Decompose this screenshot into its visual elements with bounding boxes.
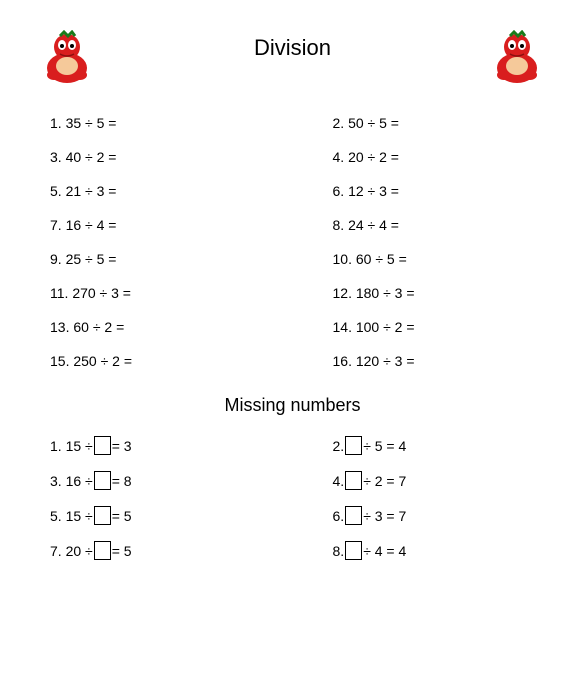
division-problems: 1. 35 ÷ 5 = 2. 50 ÷ 5 = 3. 40 ÷ 2 = 4. 20 ÷… [40, 115, 545, 369]
problem-suffix: = 5 [112, 543, 132, 559]
problem-prefix: 4. [333, 473, 345, 489]
page-title: Division [95, 35, 490, 61]
division-problem: 9. 25 ÷ 5 = [50, 251, 253, 267]
subtitle: Missing numbers [40, 395, 545, 416]
problem-suffix: ÷ 5 = 4 [363, 438, 406, 454]
problem-suffix: ÷ 3 = 7 [363, 508, 406, 524]
division-problem: 16. 120 ÷ 3 = [333, 353, 536, 369]
missing-number-problem: 2. ÷ 5 = 4 [333, 436, 536, 455]
division-problem: 7. 16 ÷ 4 = [50, 217, 253, 233]
mascot-right-icon [490, 30, 545, 85]
problem-prefix: 8. [333, 543, 345, 559]
answer-box[interactable] [345, 541, 362, 560]
mascot-left-icon [40, 30, 95, 85]
answer-box[interactable] [345, 436, 362, 455]
problem-prefix: 1. 15 ÷ [50, 438, 93, 454]
answer-box[interactable] [94, 436, 111, 455]
answer-box[interactable] [345, 506, 362, 525]
missing-number-problem: 4. ÷ 2 = 7 [333, 471, 536, 490]
header: Division [40, 30, 545, 85]
answer-box[interactable] [94, 471, 111, 490]
answer-box[interactable] [94, 541, 111, 560]
missing-number-problems: 1. 15 ÷ = 3 2. ÷ 5 = 4 3. 16 ÷ = 8 4. ÷ 2 = 7 5.… [40, 436, 545, 560]
problem-suffix: = 3 [112, 438, 132, 454]
division-problem: 10. 60 ÷ 5 = [333, 251, 536, 267]
division-problem: 15. 250 ÷ 2 = [50, 353, 253, 369]
missing-number-problem: 7. 20 ÷ = 5 [50, 541, 253, 560]
division-problem: 8. 24 ÷ 4 = [333, 217, 536, 233]
division-problem: 5. 21 ÷ 3 = [50, 183, 253, 199]
division-problem: 1. 35 ÷ 5 = [50, 115, 253, 131]
division-problem: 6. 12 ÷ 3 = [333, 183, 536, 199]
division-problem: 2. 50 ÷ 5 = [333, 115, 536, 131]
problem-suffix: = 8 [112, 473, 132, 489]
problem-prefix: 5. 15 ÷ [50, 508, 93, 524]
division-problem: 14. 100 ÷ 2 = [333, 319, 536, 335]
division-problem: 3. 40 ÷ 2 = [50, 149, 253, 165]
problem-prefix: 7. 20 ÷ [50, 543, 93, 559]
division-problem: 13. 60 ÷ 2 = [50, 319, 253, 335]
missing-number-problem: 6. ÷ 3 = 7 [333, 506, 536, 525]
problem-suffix: ÷ 4 = 4 [363, 543, 406, 559]
answer-box[interactable] [94, 506, 111, 525]
division-problem: 12. 180 ÷ 3 = [333, 285, 536, 301]
problem-suffix: ÷ 2 = 7 [363, 473, 406, 489]
problem-prefix: 3. 16 ÷ [50, 473, 93, 489]
answer-box[interactable] [345, 471, 362, 490]
missing-number-problem: 8. ÷ 4 = 4 [333, 541, 536, 560]
missing-number-problem: 1. 15 ÷ = 3 [50, 436, 253, 455]
problem-prefix: 2. [333, 438, 345, 454]
division-problem: 4. 20 ÷ 2 = [333, 149, 536, 165]
missing-number-problem: 3. 16 ÷ = 8 [50, 471, 253, 490]
problem-suffix: = 5 [112, 508, 132, 524]
missing-number-problem: 5. 15 ÷ = 5 [50, 506, 253, 525]
division-problem: 11. 270 ÷ 3 = [50, 285, 253, 301]
problem-prefix: 6. [333, 508, 345, 524]
